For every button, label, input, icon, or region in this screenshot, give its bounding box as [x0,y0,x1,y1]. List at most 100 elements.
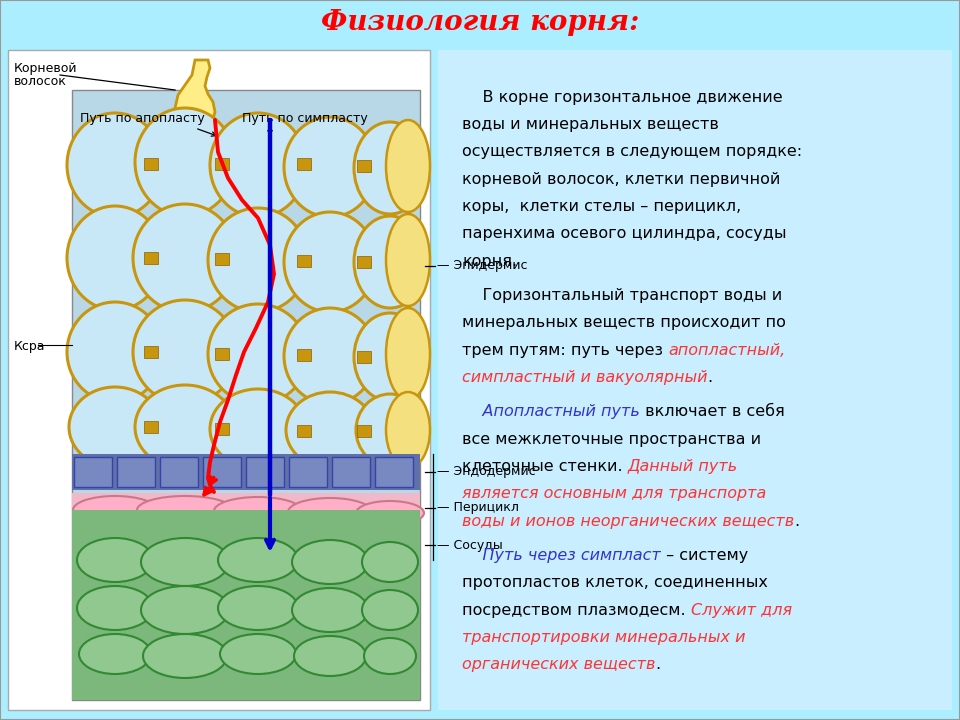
Bar [144,346,158,358]
Ellipse shape [288,498,372,526]
Ellipse shape [69,387,161,467]
Bar [72,493,420,528]
Ellipse shape [356,394,424,466]
Ellipse shape [362,590,418,630]
Text: Ксра: Ксра [14,340,45,353]
Text: органических веществ: органических веществ [462,657,656,672]
Bar [117,457,155,487]
Ellipse shape [356,501,424,525]
Text: трем путям: путь через: трем путям: путь через [462,343,668,358]
Text: Корневой: Корневой [14,62,78,75]
Text: Путь по апопласту: Путь по апопласту [80,112,204,125]
Ellipse shape [137,496,233,524]
Text: — Перицикл: — Перицикл [437,502,518,515]
Bar [357,351,371,363]
Ellipse shape [364,638,416,674]
Bar [144,421,158,433]
Text: .: . [708,370,712,385]
Bar [8,50,430,710]
Text: посредством плазмодесм.: посредством плазмодесм. [462,603,691,618]
Text: Путь через симпласт: Путь через симпласт [462,548,660,563]
Bar [357,256,371,268]
Ellipse shape [354,216,426,308]
Ellipse shape [294,636,366,676]
Ellipse shape [354,122,426,214]
Ellipse shape [133,204,237,312]
Text: В корне горизонтальное движение: В корне горизонтальное движение [462,89,782,104]
Text: .: . [656,657,660,672]
Bar [144,252,158,264]
Bar [297,158,311,170]
Ellipse shape [143,634,227,678]
Ellipse shape [67,113,163,217]
Text: паренхима осевого цилиндра, сосуды: паренхима осевого цилиндра, сосуды [462,226,786,241]
Bar [215,253,229,265]
Text: клеточные стенки.: клеточные стенки. [462,459,628,474]
Bar [289,457,327,487]
Text: Физиология корня:: Физиология корня: [321,9,639,36]
Ellipse shape [67,302,163,402]
Text: все межклеточные пространства и: все межклеточные пространства и [462,431,761,446]
Ellipse shape [292,540,368,584]
Ellipse shape [214,497,302,525]
Bar [297,255,311,267]
Ellipse shape [67,206,163,310]
Bar [375,457,413,487]
Ellipse shape [286,392,374,468]
Bar [203,457,241,487]
Ellipse shape [73,496,157,524]
Text: Путь по симпласту: Путь по симпласту [242,112,368,125]
Bar [297,349,311,361]
Text: апопластный,: апопластный, [668,343,785,358]
Text: – систему: – систему [660,548,748,563]
Ellipse shape [220,634,296,674]
Bar [438,50,952,710]
Text: коры,  клетки стелы – перицикл,: коры, клетки стелы – перицикл, [462,199,741,214]
Text: включает в себя: включает в себя [639,404,784,419]
Text: .: . [794,513,800,528]
Ellipse shape [218,538,298,582]
Ellipse shape [386,214,430,306]
Ellipse shape [77,586,153,630]
Ellipse shape [354,313,426,401]
Ellipse shape [208,304,308,404]
Text: минеральных веществ происходит по: минеральных веществ происходит по [462,315,786,330]
Bar [144,158,158,170]
Ellipse shape [141,586,229,634]
Text: волосок: волосок [14,75,67,88]
Text: корневой волосок, клетки первичной: корневой волосок, клетки первичной [462,171,780,186]
Ellipse shape [386,392,430,468]
Text: — Сосуды: — Сосуды [437,539,503,552]
Text: воды и ионов неорганических веществ: воды и ионов неорганических веществ [462,513,794,528]
Ellipse shape [79,634,151,674]
Bar [215,158,229,170]
Text: транспортировки минеральных и: транспортировки минеральных и [462,630,746,645]
Ellipse shape [77,538,153,582]
Bar [72,510,420,700]
Text: Служит для: Служит для [691,603,792,618]
Bar [215,348,229,360]
Ellipse shape [141,538,229,586]
Ellipse shape [133,300,237,404]
Bar [357,425,371,437]
Ellipse shape [210,389,306,469]
Ellipse shape [135,385,235,469]
Ellipse shape [386,308,430,400]
Bar [0,0,960,45]
Bar [332,457,370,487]
Text: Горизонтальный транспорт воды и: Горизонтальный транспорт воды и [462,288,782,303]
Bar [357,160,371,172]
Bar [74,457,112,487]
Text: корня.: корня. [462,253,517,269]
Text: воды и минеральных веществ: воды и минеральных веществ [462,117,719,132]
Ellipse shape [210,113,306,217]
Text: осуществляется в следующем порядке:: осуществляется в следующем порядке: [462,144,803,159]
Ellipse shape [208,208,308,312]
Text: — Эндодермис: — Эндодермис [437,466,536,479]
Ellipse shape [362,542,418,582]
Ellipse shape [292,588,368,632]
Bar [215,423,229,435]
Ellipse shape [284,308,376,404]
Text: симпластный и вакуолярный: симпластный и вакуолярный [462,370,708,385]
Bar [160,457,198,487]
